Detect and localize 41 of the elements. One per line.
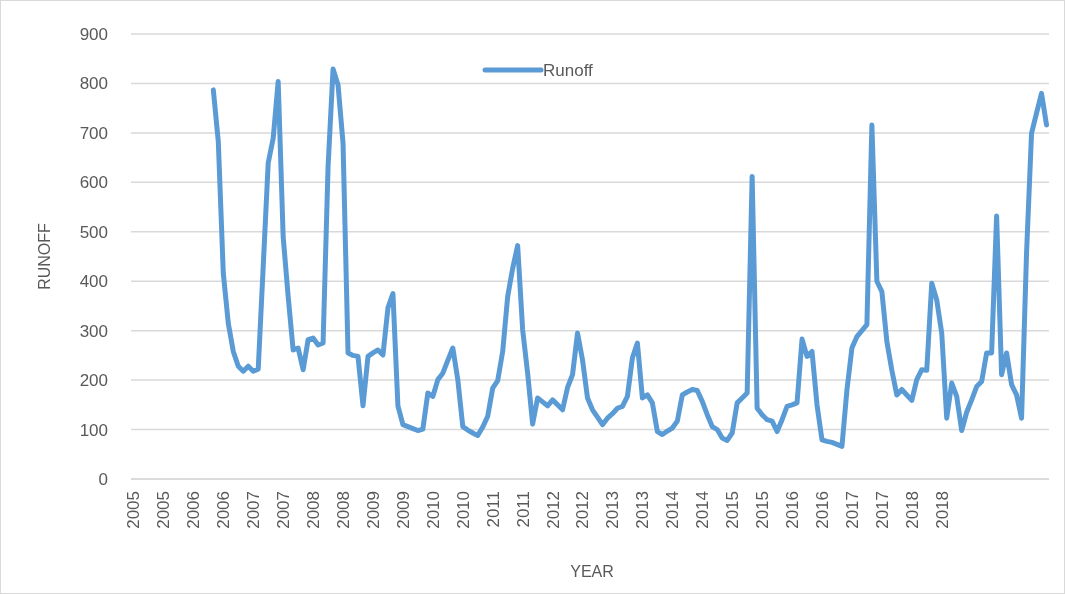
y-tick-label: 300 [79, 321, 108, 341]
x-tick-label: 2010 [453, 491, 473, 529]
x-tick-label: 2016 [812, 491, 832, 529]
x-tick-label: 2006 [184, 491, 204, 529]
x-tick-label: 2005 [154, 491, 174, 529]
x-tick-label: 2014 [663, 491, 683, 529]
x-axis-title: YEAR [570, 563, 614, 580]
x-tick-label: 2014 [693, 491, 713, 529]
x-tick-label: 2010 [423, 491, 443, 529]
x-tick-label: 2013 [603, 491, 623, 529]
x-tick-label: 2009 [393, 491, 413, 529]
x-tick-label: 2009 [363, 491, 383, 529]
x-tick-label: 2011 [513, 491, 533, 528]
y-tick-label: 100 [79, 420, 108, 440]
x-tick-label: 2017 [872, 491, 892, 529]
x-tick-label: 2015 [723, 491, 743, 529]
x-tick-label: 2005 [124, 491, 144, 529]
x-tick-label: 2018 [902, 491, 922, 529]
x-tick-label: 2008 [333, 491, 353, 529]
legend-label: Runoff [543, 60, 594, 80]
x-tick-label: 2013 [633, 491, 653, 529]
y-tick-label: 400 [79, 272, 108, 292]
y-tick-label: 200 [79, 371, 108, 391]
x-tick-label: 2018 [932, 491, 952, 529]
x-tick-label: 2006 [214, 491, 234, 529]
x-tick-label: 2017 [842, 491, 862, 529]
x-tick-label: 2007 [244, 491, 264, 529]
y-tick-label: 700 [79, 123, 108, 143]
y-tick-label: 900 [79, 24, 108, 44]
x-tick-label: 2008 [304, 491, 324, 529]
x-tick-label: 2011 [483, 491, 503, 528]
y-axis-title: RUNOFF [36, 222, 53, 290]
x-tick-label: 2015 [753, 491, 773, 529]
y-tick-label: 0 [98, 469, 108, 489]
y-tick-label: 500 [79, 222, 108, 242]
x-tick-label: 2016 [783, 491, 803, 529]
x-tick-label: 2012 [543, 491, 563, 529]
y-tick-label: 800 [79, 74, 108, 94]
x-tick-label: 2007 [274, 491, 294, 529]
y-tick-label: 600 [79, 173, 108, 193]
x-tick-label: 2012 [573, 491, 593, 529]
